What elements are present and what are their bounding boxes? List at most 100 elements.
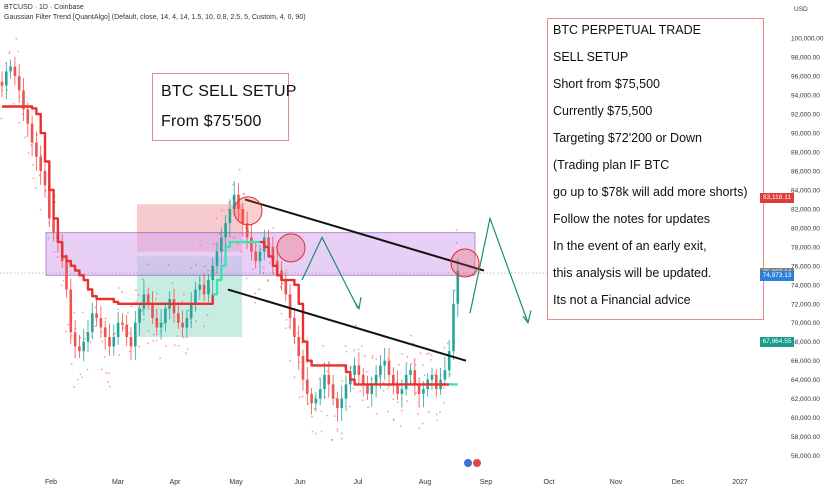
band-dot bbox=[15, 37, 18, 40]
candle-body bbox=[232, 194, 236, 209]
band-dot bbox=[348, 405, 351, 408]
event-icon bbox=[473, 459, 481, 467]
band-dot bbox=[363, 355, 366, 358]
band-dot bbox=[427, 411, 430, 414]
band-dot bbox=[340, 432, 343, 435]
band-dot bbox=[183, 293, 185, 296]
trade-plan-line: In the event of an early exit, bbox=[553, 239, 707, 253]
band-dot bbox=[365, 370, 368, 373]
x-tick-label: Feb bbox=[45, 479, 57, 486]
x-tick-label: Sep bbox=[480, 479, 493, 486]
candle-body bbox=[146, 294, 150, 304]
candle-body bbox=[181, 322, 184, 328]
band-dot bbox=[65, 330, 67, 333]
trade-plan-line: Short from $75,500 bbox=[553, 77, 661, 91]
candle-body bbox=[271, 246, 275, 262]
band-dot bbox=[314, 432, 317, 435]
trade-plan-line: Follow the notes for updates bbox=[553, 212, 711, 226]
candle-body bbox=[443, 370, 447, 380]
band-dot bbox=[190, 267, 193, 269]
candle-body bbox=[400, 389, 404, 394]
candle-body bbox=[5, 71, 8, 86]
band-dot bbox=[311, 415, 313, 418]
candle-body bbox=[220, 237, 223, 252]
candle-body bbox=[0, 81, 4, 86]
band-dot bbox=[344, 345, 347, 347]
x-tick-label: Jun bbox=[294, 479, 305, 486]
band-dot bbox=[127, 311, 129, 314]
band-dot bbox=[165, 345, 168, 347]
candle-body bbox=[245, 223, 249, 238]
band-dot bbox=[260, 248, 263, 251]
candle-body bbox=[392, 374, 395, 385]
band-dot bbox=[220, 209, 223, 212]
band-dot bbox=[8, 51, 11, 53]
band-dot bbox=[296, 332, 299, 335]
band-dot bbox=[195, 320, 198, 322]
y-tick-label: 76,000.00 bbox=[791, 263, 820, 270]
band-dot bbox=[254, 292, 257, 295]
y-tick-label: 84,000.00 bbox=[791, 187, 820, 194]
band-dot bbox=[177, 344, 180, 347]
candle-body bbox=[125, 324, 128, 337]
band-dot bbox=[443, 401, 445, 404]
band-dot bbox=[398, 363, 400, 366]
band-dot bbox=[39, 208, 42, 211]
band-dot bbox=[330, 439, 333, 441]
band-dot bbox=[446, 342, 449, 345]
band-dot bbox=[71, 335, 73, 337]
band-dot bbox=[45, 189, 47, 192]
candle-body bbox=[288, 294, 292, 318]
candle-body bbox=[224, 223, 227, 238]
event-icon bbox=[464, 459, 472, 467]
band-dot bbox=[375, 358, 378, 360]
band-dot bbox=[34, 186, 37, 189]
band-dot bbox=[56, 256, 59, 259]
band-dot bbox=[371, 354, 374, 357]
candle-body bbox=[69, 289, 73, 333]
band-dot bbox=[406, 400, 408, 402]
candle-body bbox=[254, 251, 257, 262]
candle-body bbox=[207, 280, 210, 295]
x-tick-label: Nov bbox=[610, 479, 623, 486]
band-dot bbox=[24, 136, 26, 139]
band-dot bbox=[401, 353, 403, 356]
touch-circle bbox=[233, 196, 263, 226]
candle-body bbox=[404, 374, 408, 390]
band-dot bbox=[449, 373, 452, 376]
candle-body bbox=[370, 384, 374, 394]
band-dot bbox=[81, 311, 84, 314]
candle-body bbox=[159, 322, 163, 328]
band-dot bbox=[117, 287, 120, 289]
band-dot bbox=[429, 358, 432, 361]
band-dot bbox=[176, 335, 179, 337]
x-tick-label: Mar bbox=[112, 479, 125, 486]
band-dot bbox=[258, 288, 261, 291]
band-dot bbox=[262, 266, 265, 269]
band-dot bbox=[152, 333, 155, 336]
band-dot bbox=[27, 152, 30, 155]
candle-body bbox=[396, 384, 399, 394]
candle-body bbox=[318, 389, 322, 399]
band-dot bbox=[94, 325, 97, 328]
price-tag: 67,964.55 bbox=[760, 337, 794, 348]
band-dot bbox=[307, 402, 310, 405]
band-dot bbox=[396, 401, 399, 403]
band-dot bbox=[89, 340, 92, 343]
candle-body bbox=[138, 308, 141, 323]
band-dot bbox=[436, 419, 439, 422]
band-dot bbox=[121, 290, 124, 293]
band-dot bbox=[152, 339, 155, 342]
band-dot bbox=[38, 174, 41, 177]
band-dot bbox=[203, 265, 206, 268]
candle-body bbox=[142, 294, 146, 309]
candle-body bbox=[134, 322, 137, 347]
candle-body bbox=[172, 299, 176, 314]
band-dot bbox=[206, 314, 209, 317]
band-dot bbox=[322, 344, 325, 347]
candle-body bbox=[314, 398, 318, 404]
candle-body bbox=[164, 308, 167, 323]
trade-plan-line: (Trading plan IF BTC bbox=[553, 158, 670, 172]
band-dot bbox=[105, 372, 108, 374]
candle-body bbox=[202, 284, 206, 295]
